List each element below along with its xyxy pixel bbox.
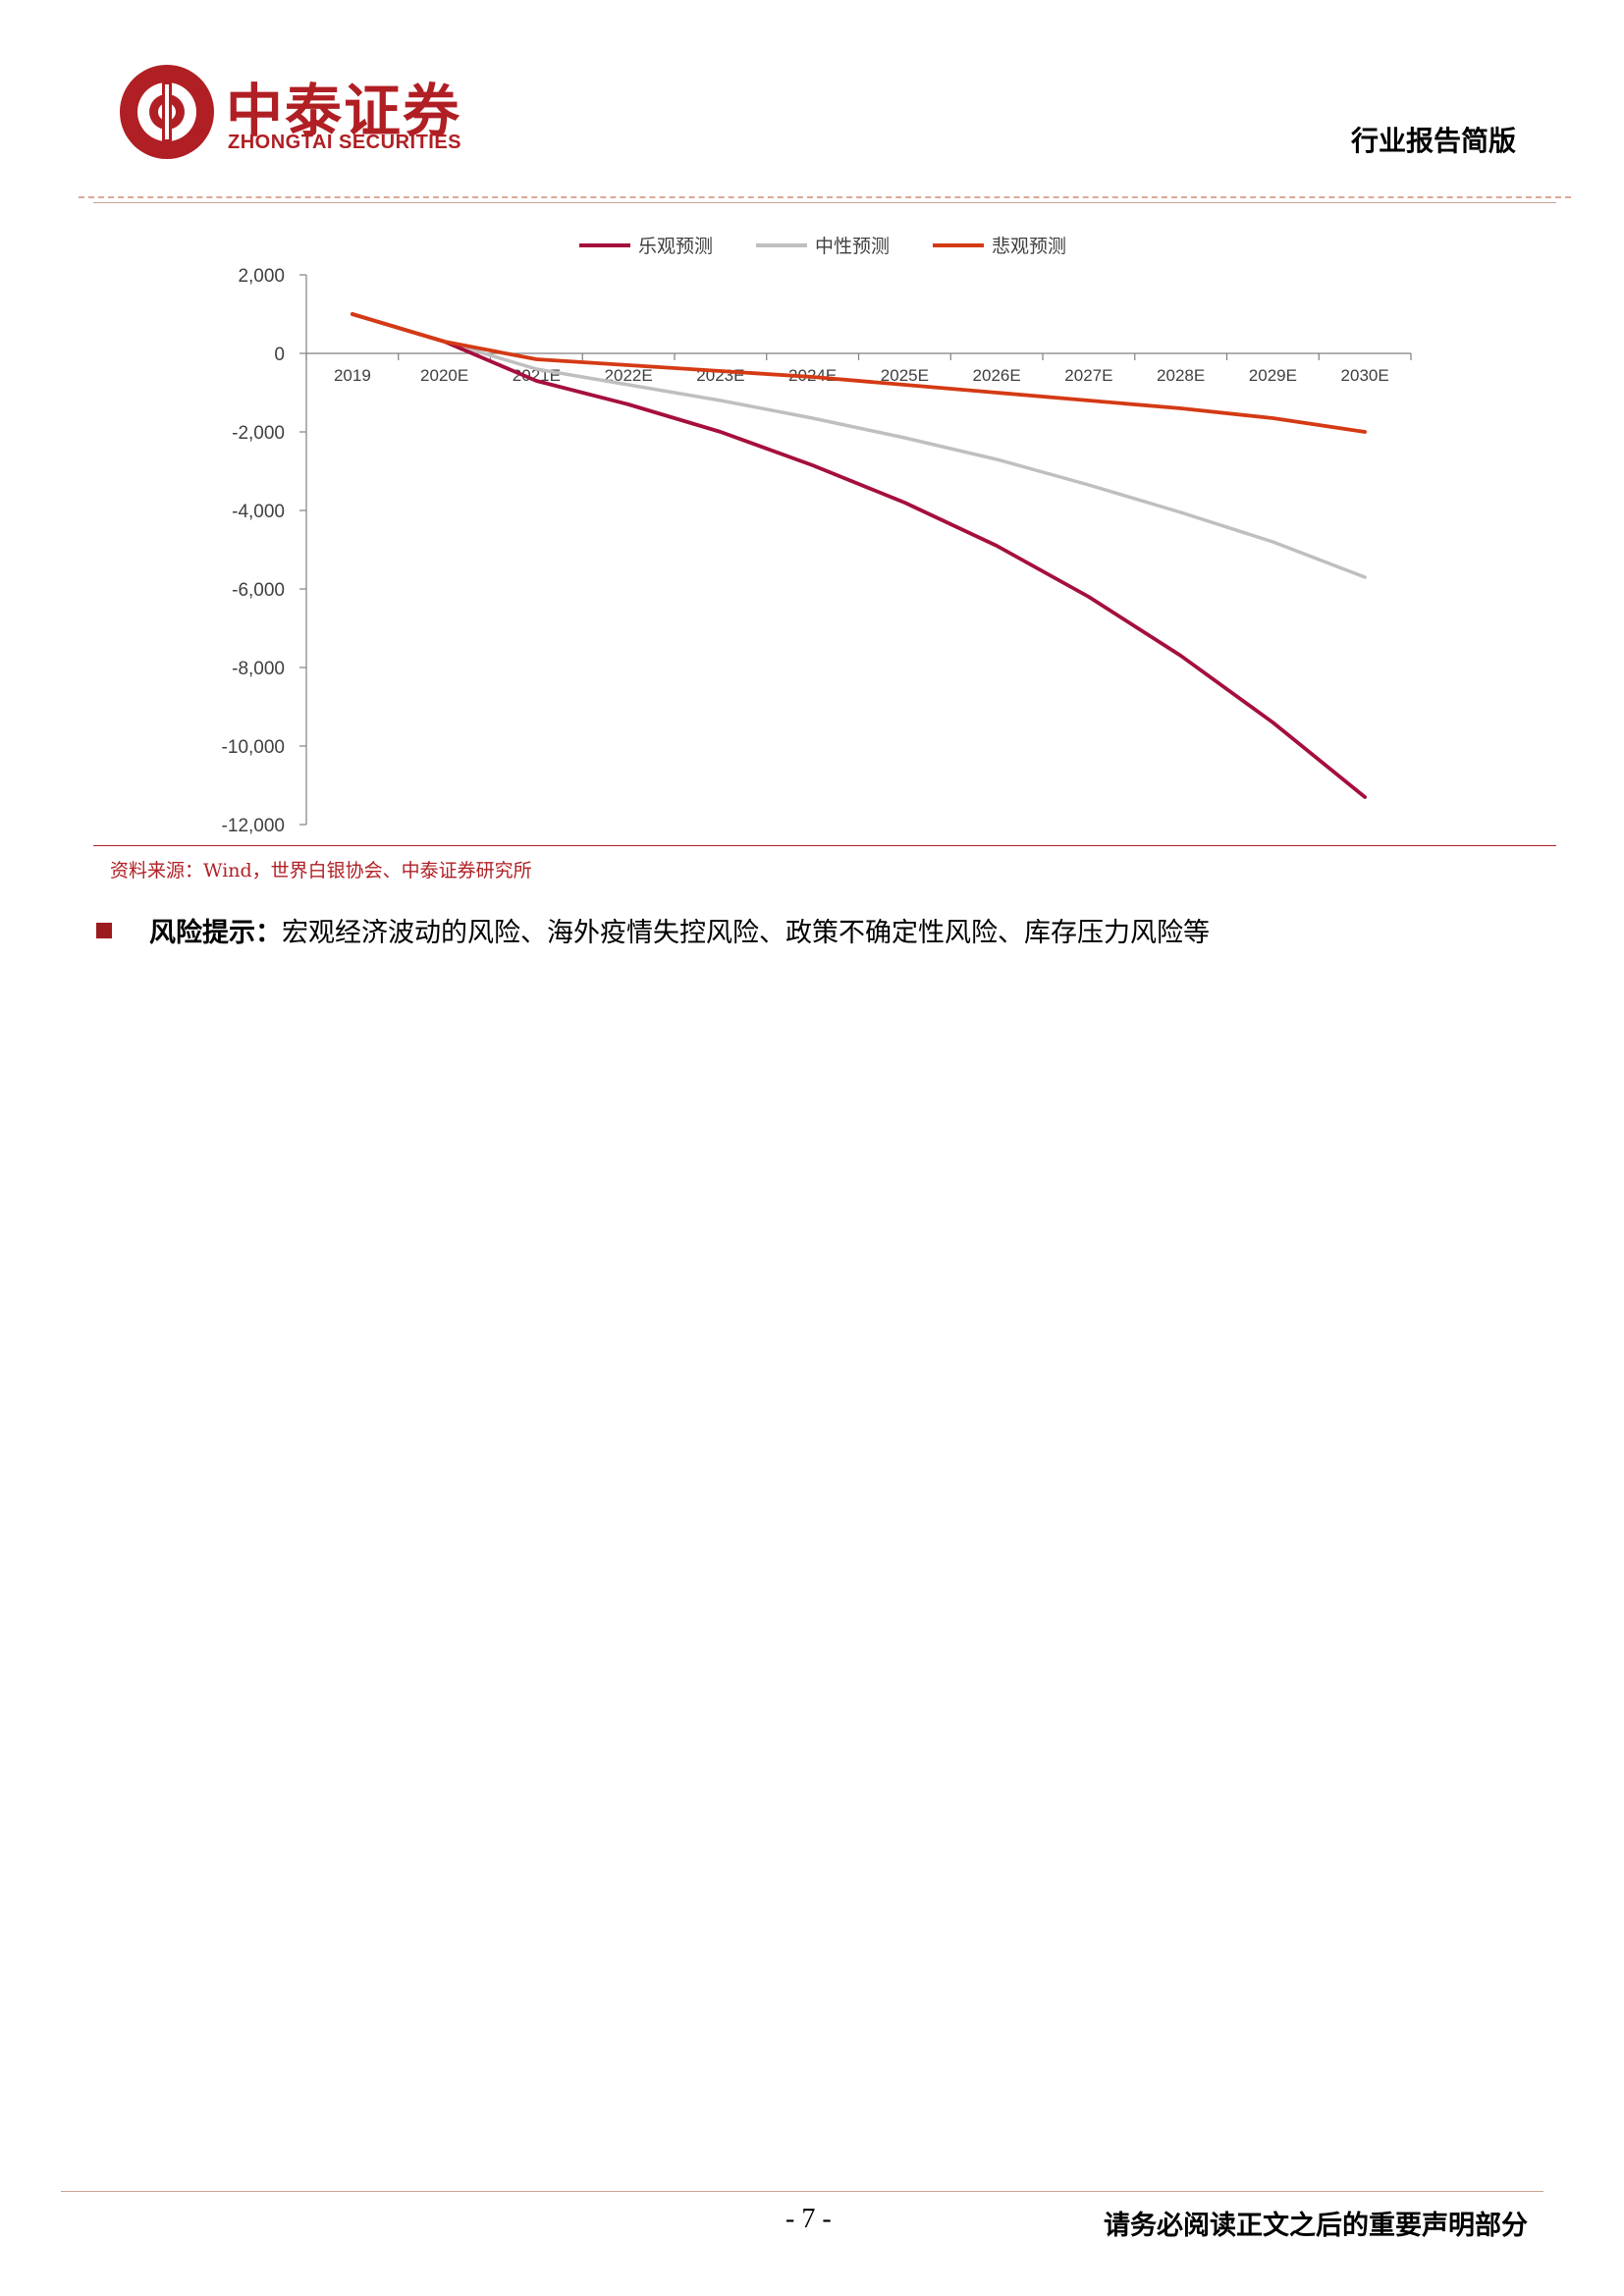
x-tick-label: 2025E (881, 366, 929, 385)
risk-note: 风险提示：宏观经济波动的风险、海外疫情失控风险、政策不确定性风险、库存压力风险等 (96, 911, 1210, 949)
company-name-en: ZHONGTAI SECURITIES (228, 132, 462, 153)
logo-mark-icon (120, 65, 214, 159)
series-line-1 (351, 312, 1367, 579)
x-tick-label: 2019 (334, 366, 371, 385)
x-tick-label: 2020E (420, 366, 468, 385)
y-tick-label: -12,000 (222, 816, 285, 836)
report-type: 行业报告简版 (1350, 125, 1516, 157)
y-tick-label: -8,000 (232, 659, 285, 679)
y-tick-label: -6,000 (232, 580, 285, 601)
x-tick-label: 2022E (605, 366, 653, 385)
x-tick-label: 2030E (1341, 366, 1389, 385)
y-tick-label: -10,000 (222, 737, 285, 758)
x-tick-label: 2027E (1064, 366, 1112, 385)
source-divider (93, 845, 1556, 846)
chart-source: 资料来源：Wind，世界白银协会、中泰证券研究所 (110, 860, 532, 881)
legend-label: 乐观预测 (638, 236, 713, 257)
y-tick-label: 0 (274, 345, 285, 365)
x-tick-label: 2029E (1249, 366, 1297, 385)
square-bullet-icon (96, 923, 112, 938)
header-divider (79, 196, 1571, 198)
series-line-2 (350, 312, 1368, 434)
series-line-0 (350, 312, 1368, 799)
legend-label: 中性预测 (815, 236, 890, 257)
y-tick-label: 2,000 (238, 266, 285, 287)
forecast-line-chart: 2,000 0 -2,000 -4,000 -6,000 -8,000 -10,000 -12… (222, 236, 1412, 836)
company-logo: 中泰证券 ZHONGTAI SECURITIES (116, 61, 489, 169)
risk-text: 宏观经济波动的风险、海外疫情失控风险、政策不确定性风险、库存压力风险等 (282, 918, 1210, 948)
x-tick-label: 2028E (1157, 366, 1205, 385)
footer-disclaimer: 请务必阅读正文之后的重要声明部分 (1104, 2211, 1528, 2241)
company-name-cn: 中泰证券 (226, 78, 462, 144)
legend-label: 悲观预测 (992, 236, 1066, 257)
header-divider-inner (93, 202, 1556, 203)
y-tick-label: -4,000 (232, 502, 285, 522)
x-tick-label: 2026E (973, 366, 1021, 385)
y-tick-label: -2,000 (232, 423, 285, 444)
risk-label: 风险提示： (149, 918, 282, 948)
page-number: - 7 - (785, 2204, 832, 2234)
footer-divider (61, 2191, 1543, 2192)
